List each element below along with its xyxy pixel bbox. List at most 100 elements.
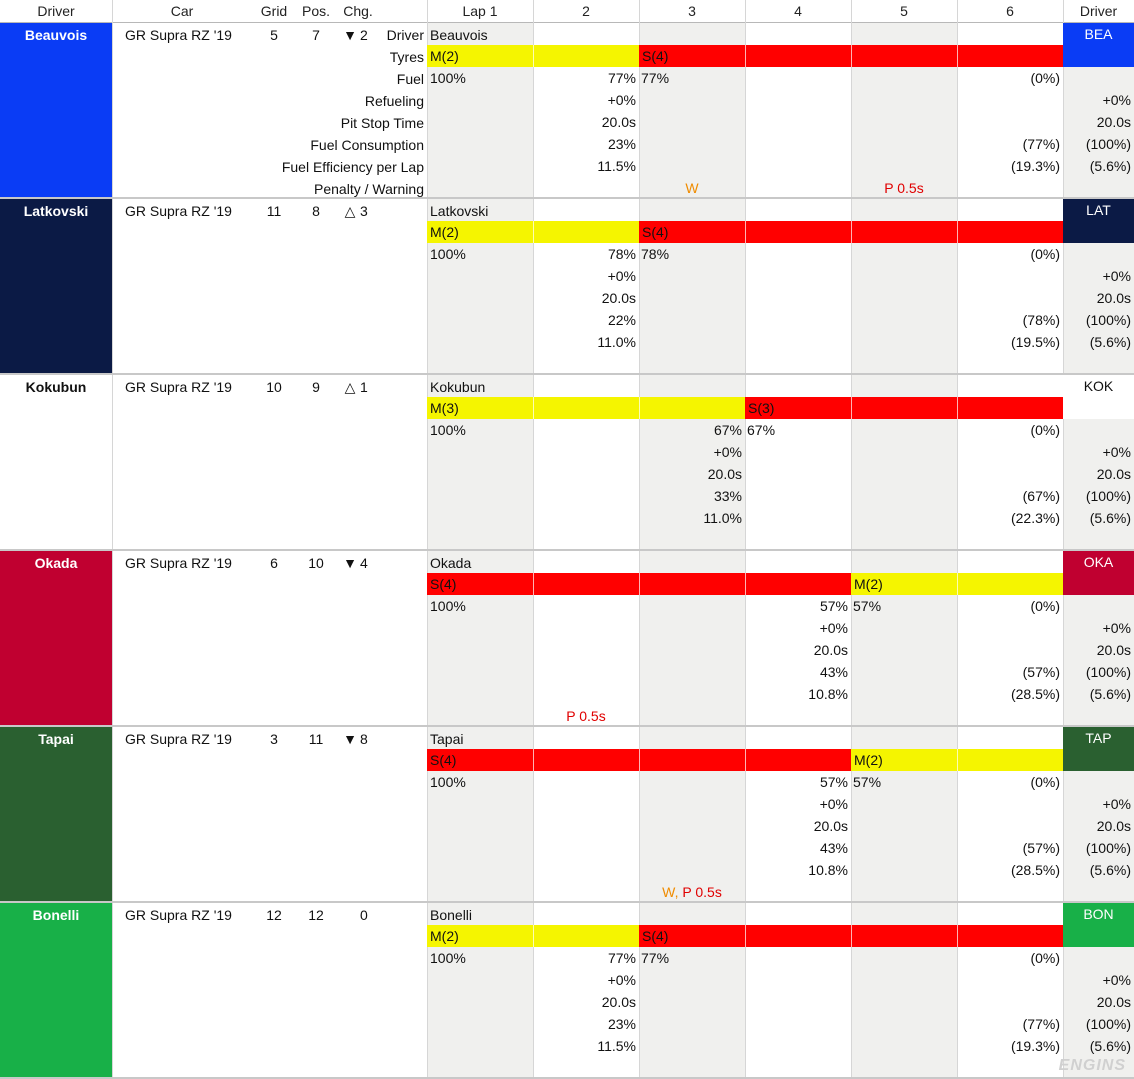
change-icon: ▼ xyxy=(343,27,357,43)
driver-name-cell[interactable]: Latkovski xyxy=(0,199,112,373)
row-separator xyxy=(0,1077,1134,1079)
change-icon xyxy=(342,904,358,926)
total-pit-time: 20.0s xyxy=(1096,818,1131,834)
total-consumption: (100%) xyxy=(1085,664,1131,680)
grid-vline xyxy=(639,0,640,1079)
fuel-start: 100% xyxy=(430,246,466,262)
penalty-text: P 0.5s xyxy=(566,708,606,724)
fuel-stint1-end: 77% xyxy=(607,70,636,86)
total-pit-time: 20.0s xyxy=(1096,466,1131,482)
fuel-stint2-start: 67% xyxy=(747,422,776,438)
tyre-lap-divider xyxy=(745,45,746,67)
fuel-stint1-end: 57% xyxy=(819,774,848,790)
fuel-efficiency: 11.0% xyxy=(597,334,636,350)
change-value: 1 xyxy=(360,379,368,395)
total-efficiency: (5.6%) xyxy=(1089,686,1131,702)
total-consumption: (100%) xyxy=(1085,1016,1131,1032)
driver-abbr[interactable]: BEA xyxy=(1063,23,1134,67)
fuel-consumption: 43% xyxy=(819,664,848,680)
penalty-warning-cell: W, P 0.5s xyxy=(639,881,745,903)
header-lap-6[interactable]: 6 xyxy=(1006,3,1014,19)
header-car[interactable]: Car xyxy=(170,3,194,19)
fuel-stint2-start: 57% xyxy=(853,598,882,614)
fuel-consumption-end: (77%) xyxy=(1022,1016,1060,1032)
row-label: Fuel Efficiency per Lap xyxy=(281,159,424,175)
grid-value: 10 xyxy=(266,379,282,395)
driver-name-cell[interactable]: Tapai xyxy=(0,727,112,901)
driver-abbr[interactable]: LAT xyxy=(1063,199,1134,243)
penalty-text: P 0.5s xyxy=(682,884,722,900)
fuel-end: (0%) xyxy=(1030,246,1060,262)
row-label: Pit Stop Time xyxy=(340,115,424,131)
tyre-lap-divider xyxy=(957,397,958,419)
change-icon: ▼ xyxy=(343,555,357,571)
pit-stop-time: 20.0s xyxy=(707,466,742,482)
pit-stop-time: 20.0s xyxy=(601,994,636,1010)
tyre-stint-soft[interactable]: S(3) xyxy=(745,397,1063,419)
fuel-consumption: 22% xyxy=(607,312,636,328)
header-lap-4[interactable]: 4 xyxy=(794,3,802,19)
row-label: Tyres xyxy=(389,49,424,65)
tyre-lap-divider xyxy=(745,749,746,771)
header-lap-1[interactable]: Lap 1 xyxy=(462,3,498,19)
total-consumption: (100%) xyxy=(1085,136,1131,152)
header-grid[interactable]: Grid xyxy=(260,3,288,19)
header-driver[interactable]: Driver xyxy=(37,3,75,19)
row-separator xyxy=(0,549,1134,551)
tyre-lap-divider xyxy=(745,925,746,947)
stint-driver-name: Okada xyxy=(430,555,472,571)
stint-driver-name: Beauvois xyxy=(430,27,488,43)
tyre-lap-divider xyxy=(533,925,534,947)
pit-stop-time: 20.0s xyxy=(601,290,636,306)
header-lap-5[interactable]: 5 xyxy=(900,3,908,19)
penalty-warning-cell: P 0.5s xyxy=(851,177,957,199)
fuel-end: (0%) xyxy=(1030,774,1060,790)
penalty-warning-cell: P 0.5s xyxy=(533,705,639,727)
tyre-stint-medium[interactable]: M(3) xyxy=(427,397,745,419)
fuel-efficiency-end: (19.3%) xyxy=(1010,158,1060,174)
fuel-stint1-end: 77% xyxy=(607,950,636,966)
header-lap-2[interactable]: 2 xyxy=(582,3,590,19)
driver-name-cell[interactable]: Okada xyxy=(0,551,112,725)
driver-abbr[interactable]: KOK xyxy=(1063,375,1134,419)
driver-name-cell[interactable]: Kokubun xyxy=(0,375,112,549)
tyre-lap-divider xyxy=(851,925,852,947)
header-lap-3[interactable]: 3 xyxy=(688,3,696,19)
tyre-lap-divider xyxy=(533,749,534,771)
driver-name-cell[interactable]: Bonelli xyxy=(0,903,112,1077)
tyre-lap-divider xyxy=(533,221,534,243)
change-value: 3 xyxy=(360,203,368,219)
change-icon: ▼ xyxy=(343,731,357,747)
tyre-lap-divider xyxy=(957,925,958,947)
pit-stop-time: 20.0s xyxy=(813,642,848,658)
driver-abbr[interactable]: OKA xyxy=(1063,551,1134,595)
fuel-end: (0%) xyxy=(1030,950,1060,966)
tyre-lap-divider xyxy=(639,397,640,419)
driver-abbr[interactable]: TAP xyxy=(1063,727,1134,771)
header-chg[interactable]: Chg. xyxy=(343,3,373,19)
total-refueling: +0% xyxy=(1102,972,1131,988)
refueling-value: +0% xyxy=(819,796,848,812)
grid-vline xyxy=(533,0,534,1079)
tyre-lap-divider xyxy=(639,749,640,771)
header-pos[interactable]: Pos. xyxy=(301,3,330,19)
refueling-value: +0% xyxy=(607,268,636,284)
row-label: Driver xyxy=(386,27,424,43)
position-value: 8 xyxy=(312,203,320,219)
fuel-stint2-start: 77% xyxy=(641,70,670,86)
fuel-efficiency-end: (28.5%) xyxy=(1010,686,1060,702)
position-value: 12 xyxy=(308,907,324,923)
tyre-lap-divider xyxy=(533,573,534,595)
fuel-start: 100% xyxy=(430,950,466,966)
fuel-stint2-start: 77% xyxy=(641,950,670,966)
fuel-start: 100% xyxy=(430,70,466,86)
penalty-text: P 0.5s xyxy=(884,180,924,196)
fuel-efficiency: 11.0% xyxy=(703,510,742,526)
total-consumption: (100%) xyxy=(1085,312,1131,328)
fuel-end: (0%) xyxy=(1030,422,1060,438)
header-driver-right[interactable]: Driver xyxy=(1079,3,1118,19)
driver-abbr[interactable]: BON xyxy=(1063,903,1134,947)
fuel-stint1-end: 67% xyxy=(713,422,742,438)
driver-name-cell[interactable]: Beauvois xyxy=(0,23,112,197)
fuel-consumption: 23% xyxy=(607,136,636,152)
